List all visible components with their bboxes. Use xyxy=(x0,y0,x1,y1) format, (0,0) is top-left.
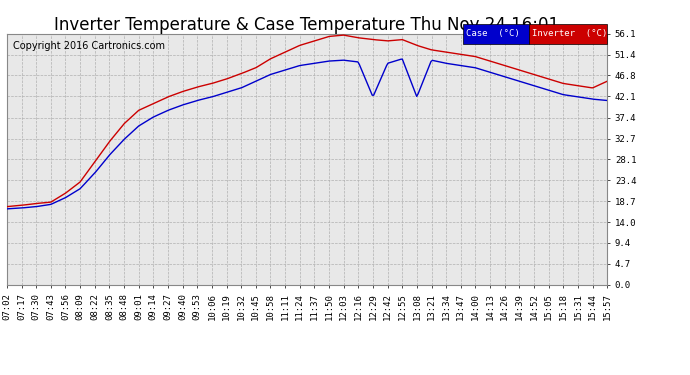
Title: Inverter Temperature & Case Temperature Thu Nov 24 16:01: Inverter Temperature & Case Temperature … xyxy=(55,16,560,34)
Bar xyxy=(529,24,607,44)
Text: Inverter  (°C): Inverter (°C) xyxy=(532,29,607,38)
Text: Copyright 2016 Cartronics.com: Copyright 2016 Cartronics.com xyxy=(13,41,165,51)
Bar xyxy=(463,24,529,44)
Text: Case  (°C): Case (°C) xyxy=(466,29,520,38)
